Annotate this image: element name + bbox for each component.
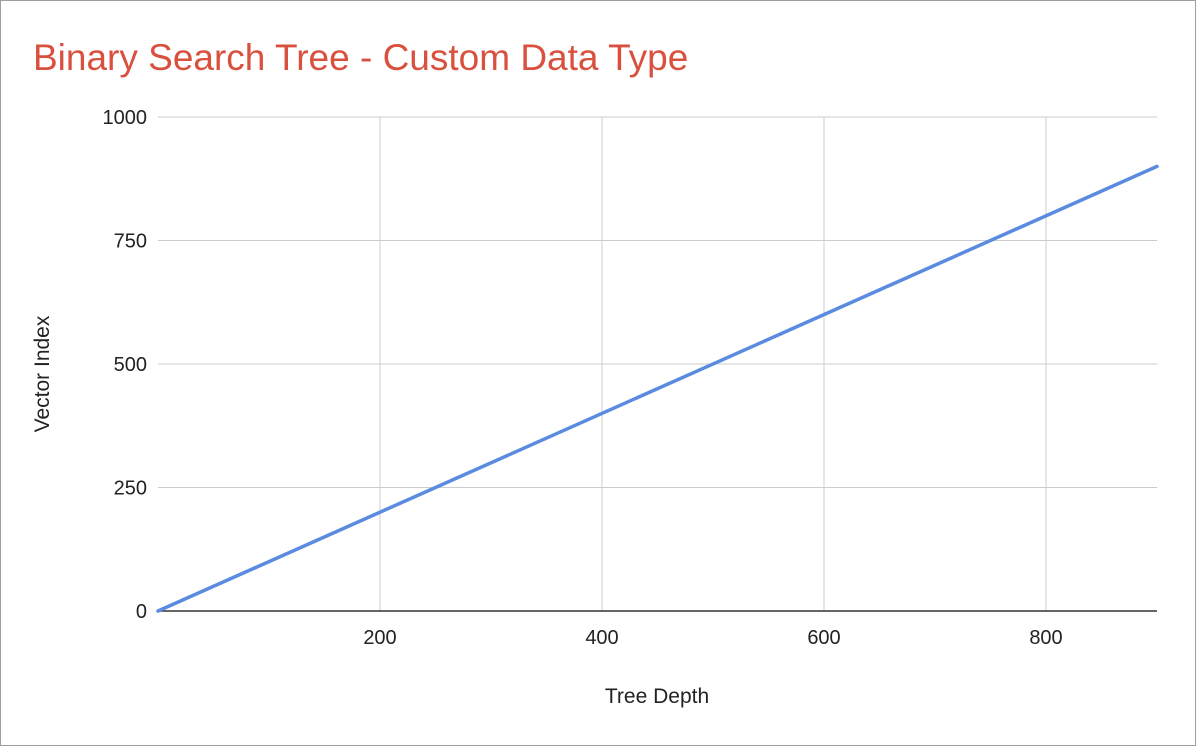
x-tick-label: 200	[363, 627, 396, 649]
y-axis-title: Vector Index	[31, 315, 54, 432]
x-tick-label: 400	[585, 627, 618, 649]
x-axis-title: Tree Depth	[605, 685, 709, 708]
x-tick-label: 600	[807, 627, 840, 649]
y-tick-label: 500	[114, 354, 147, 376]
y-tick-label: 250	[114, 478, 147, 500]
y-tick-label: 0	[136, 601, 147, 623]
y-tick-label: 750	[114, 231, 147, 253]
chart-title: Binary Search Tree - Custom Data Type	[33, 37, 689, 78]
y-tick-label: 1000	[103, 107, 148, 129]
x-tick-label: 800	[1029, 627, 1062, 649]
series-line	[156, 164, 1159, 613]
